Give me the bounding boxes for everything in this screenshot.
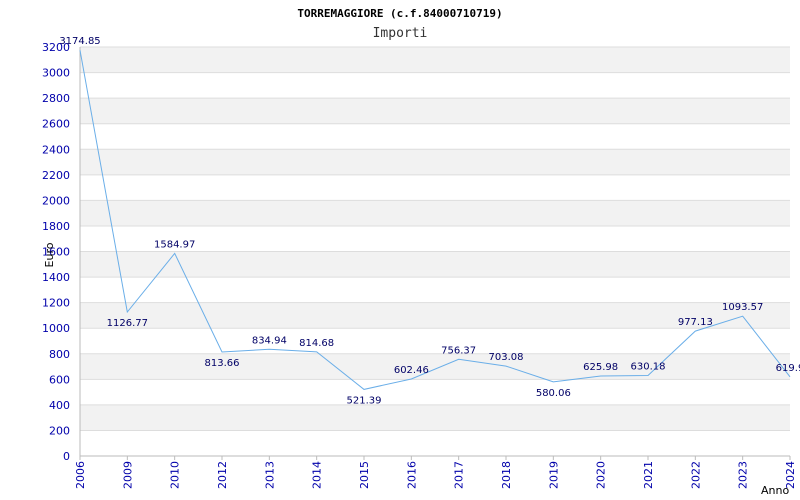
x-tick-label: 2015 <box>358 461 371 489</box>
x-axis-label: Anno <box>761 484 789 497</box>
y-tick-label: 2600 <box>42 118 70 131</box>
x-tick-label: 2013 <box>263 461 276 489</box>
chart-subtitle: Importi <box>373 26 428 41</box>
y-tick-label: 1000 <box>42 322 70 335</box>
x-tick-label: 2020 <box>595 461 608 489</box>
x-tick-label: 2024 <box>784 461 797 489</box>
x-tick-label: 2022 <box>689 461 702 489</box>
x-tick-label: 2023 <box>737 461 750 489</box>
series-line <box>79 50 791 390</box>
data-label: 1126.77 <box>107 318 148 329</box>
y-tick-label: 200 <box>49 424 70 437</box>
data-label: 630.18 <box>631 361 666 372</box>
x-tick-label: 2016 <box>405 461 418 489</box>
grid-band <box>80 404 790 431</box>
x-axis-ticks: 2006 2009 2010 2012 2013 2014 2015 2016 2017 2018… <box>74 456 797 489</box>
x-tick-label: 2014 <box>311 461 324 489</box>
y-tick-label: 1800 <box>42 220 70 233</box>
data-label: 703.08 <box>489 352 524 363</box>
y-axis-label: Euro <box>43 242 56 267</box>
data-label: 813.66 <box>205 358 240 369</box>
data-label: 580.06 <box>536 388 571 399</box>
y-axis-ticks: 0 200 400 600 800 1000 1200 1400 1600 1800 2000 220… <box>42 41 70 463</box>
grid-band <box>80 200 790 226</box>
data-labels: 3174.85 1126.77 1584.97 813.66 834.94 814.68 5… <box>59 36 800 406</box>
plot-background <box>80 47 790 431</box>
data-label: 814.68 <box>299 338 334 349</box>
chart-title: TORREMAGGIORE (c.f.84000710719) <box>297 7 502 20</box>
grid-band <box>80 47 790 73</box>
y-tick-label: 2000 <box>42 194 70 207</box>
x-tick-label: 2019 <box>547 461 560 489</box>
grid-band <box>80 149 790 175</box>
data-label: 625.98 <box>583 362 618 373</box>
x-tick-label: 2021 <box>642 461 655 489</box>
data-label: 977.13 <box>678 317 713 328</box>
grid-band <box>80 353 790 380</box>
data-label: 602.46 <box>394 365 429 376</box>
x-tick-label: 2017 <box>453 461 466 489</box>
y-tick-label: 3200 <box>42 41 70 54</box>
data-label: 521.39 <box>347 395 382 406</box>
data-label: 756.37 <box>441 345 476 356</box>
data-label: 1093.57 <box>722 302 763 313</box>
y-tick-label: 2200 <box>42 169 70 182</box>
data-label: 834.94 <box>252 335 287 346</box>
x-tick-label: 2006 <box>74 461 87 489</box>
y-tick-label: 600 <box>49 373 70 386</box>
data-label: 3174.85 <box>59 36 100 47</box>
x-tick-label: 2018 <box>500 461 513 489</box>
data-label: 1584.97 <box>154 239 195 250</box>
y-tick-label: 800 <box>49 348 70 361</box>
x-tick-label: 2012 <box>216 461 229 489</box>
y-tick-label: 3000 <box>42 67 70 80</box>
y-tick-label: 2800 <box>42 92 70 105</box>
x-tick-label: 2009 <box>121 461 134 489</box>
y-tick-label: 2400 <box>42 143 70 156</box>
grid-band <box>80 302 790 329</box>
y-tick-label: 400 <box>49 399 70 412</box>
y-tick-label: 1600 <box>42 246 70 259</box>
y-tick-label: 1400 <box>42 271 70 284</box>
x-tick-label: 2010 <box>169 461 182 489</box>
y-tick-label: 1200 <box>42 297 70 310</box>
y-tick-label: 0 <box>63 450 70 463</box>
grid-band <box>80 251 790 278</box>
series-line-group <box>79 50 791 390</box>
data-label: 619.9 <box>776 363 800 374</box>
grid-band <box>80 98 790 124</box>
